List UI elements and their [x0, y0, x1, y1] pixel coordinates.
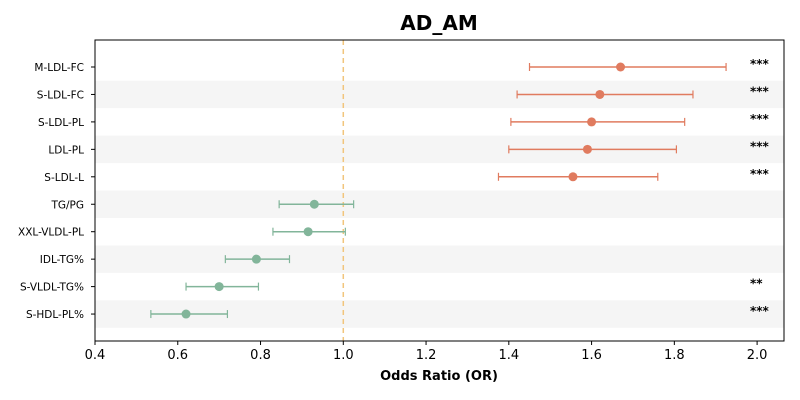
y-tick-label: M-LDL-FC — [34, 62, 84, 74]
significance-label: ** — [750, 277, 763, 291]
x-tick-label: 0.8 — [250, 348, 271, 363]
y-tick-label: IDL-TG% — [40, 254, 84, 266]
significance-label: *** — [750, 112, 770, 126]
point-estimate — [181, 309, 191, 319]
x-tick-label: 0.6 — [167, 348, 188, 363]
x-tick-label: 1.4 — [498, 348, 519, 363]
x-tick-label: 2.0 — [747, 348, 768, 363]
point-estimate — [568, 172, 578, 182]
x-tick-label: 0.4 — [85, 348, 106, 363]
x-tick-label: 1.6 — [581, 348, 602, 363]
row-band — [95, 245, 784, 273]
data-marks: ******************** — [150, 57, 770, 319]
significance-label: *** — [750, 139, 770, 153]
significance-label: *** — [750, 304, 770, 318]
row-band — [95, 190, 784, 218]
point-estimate — [616, 62, 626, 72]
plot-frame — [94, 39, 785, 342]
y-tick-label: S-HDL-PL% — [26, 309, 84, 321]
point-estimate — [587, 117, 597, 127]
y-tick-label: S-VLDL-TG% — [20, 282, 84, 294]
significance-label: *** — [750, 57, 770, 71]
x-axis-label: Odds Ratio (OR) — [380, 369, 498, 384]
significance-label: *** — [750, 167, 770, 181]
row-band — [95, 135, 784, 164]
y-tick-label: TG/PG — [50, 199, 84, 211]
y-tick-label: XXL-VLDL-PL — [18, 227, 84, 239]
point-estimate — [309, 199, 319, 209]
row-bands — [95, 80, 784, 328]
x-tick-label: 1.0 — [333, 348, 354, 363]
point-estimate — [214, 282, 224, 292]
y-tick-label: S-LDL-L — [44, 172, 84, 184]
point-estimate — [595, 89, 605, 99]
point-estimate — [251, 254, 261, 264]
axes: M-LDL-FC S-LDL-FC S-LDL-PL LDL-PL S-LDL-L TG/… — [18, 39, 785, 363]
chart-title: AD_AM — [400, 11, 477, 35]
point-estimate — [303, 227, 313, 237]
y-tick-label: LDL-PL — [48, 144, 84, 156]
y-tick-label: S-LDL-PL — [38, 117, 84, 129]
significance-label: *** — [750, 84, 770, 98]
point-estimate — [582, 144, 592, 154]
x-tick-label: 1.2 — [416, 348, 437, 363]
y-tick-label: S-LDL-FC — [37, 89, 84, 101]
x-tick-label: 1.8 — [664, 348, 685, 363]
